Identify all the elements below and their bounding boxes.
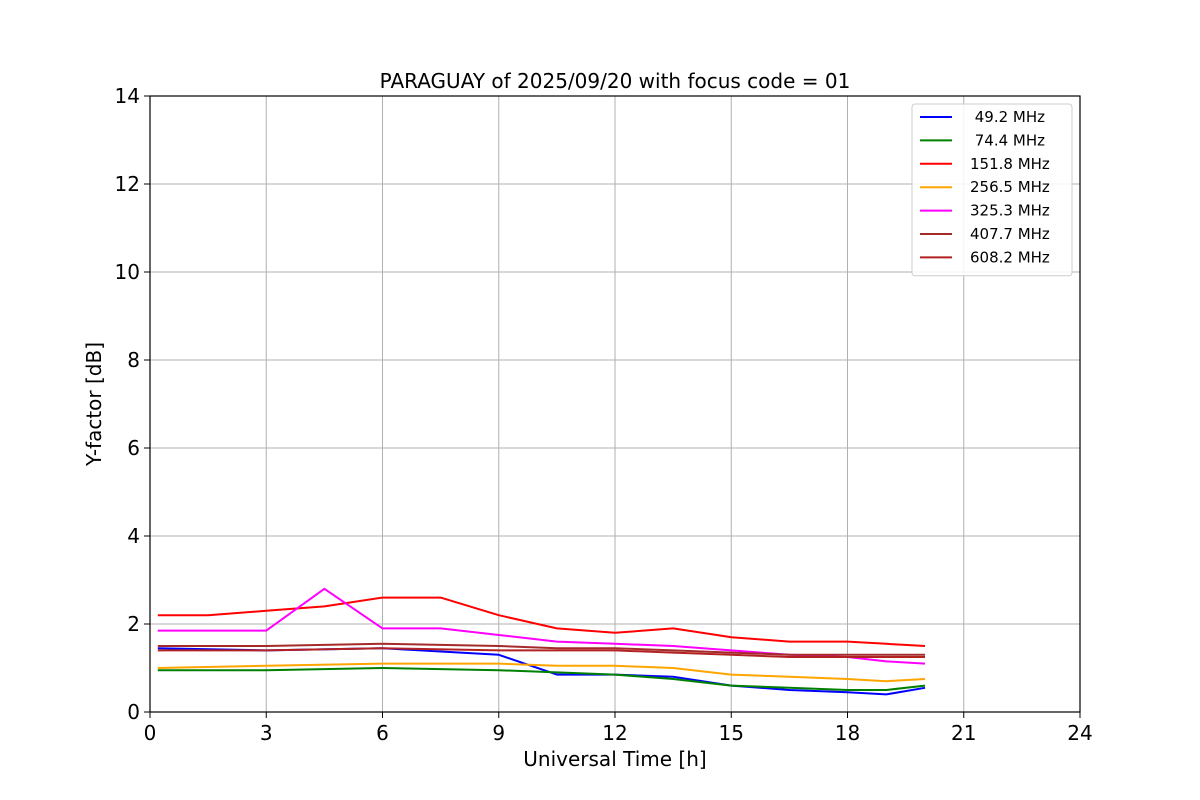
y-tick-label: 6 xyxy=(127,436,140,460)
legend-entry: 151.8 MHz xyxy=(970,155,1050,173)
x-tick-label: 12 xyxy=(602,721,627,745)
x-tick-label: 3 xyxy=(260,721,273,745)
legend-entry: 407.7 MHz xyxy=(970,225,1050,243)
legend-entry: 256.5 MHz xyxy=(970,178,1050,196)
y-tick-label: 0 xyxy=(127,700,140,724)
chart-title: PARAGUAY of 2025/09/20 with focus code =… xyxy=(380,69,851,93)
y-tick-label: 2 xyxy=(127,612,140,636)
series-line-3 xyxy=(157,596,926,647)
x-tick-label: 21 xyxy=(951,721,976,745)
series-group xyxy=(157,587,926,696)
series-line-6 xyxy=(157,642,925,656)
y-tick-label: 8 xyxy=(127,348,140,372)
legend-entry: 608.2 MHz xyxy=(970,248,1050,266)
x-tick-label: 9 xyxy=(492,721,505,745)
x-axis-label: Universal Time [h] xyxy=(523,747,706,771)
x-tick-label: 6 xyxy=(376,721,389,745)
legend-entry: 74.4 MHz xyxy=(970,131,1045,149)
y-axis-label: Y-factor [dB] xyxy=(82,342,106,467)
x-axis-ticks: 0 3 6 9 12 15 18 21 24 xyxy=(144,712,1093,745)
x-tick-label: 24 xyxy=(1067,721,1092,745)
y-tick-label: 10 xyxy=(115,260,140,284)
y-axis-ticks: 0 2 4 6 8 10 12 14 xyxy=(115,84,150,724)
x-tick-label: 0 xyxy=(144,721,157,745)
series-line-2 xyxy=(157,667,926,691)
y-tick-label: 4 xyxy=(127,524,140,548)
legend: 49.2 MHz 74.4 MHz 151.8 MHz 256.5 MHz 325.3… xyxy=(911,103,1073,277)
x-tick-label: 18 xyxy=(835,721,860,745)
x-tick-label: 15 xyxy=(719,721,744,745)
legend-entry: 325.3 MHz xyxy=(970,202,1050,220)
y-tick-label: 14 xyxy=(115,84,140,108)
y-tick-label: 12 xyxy=(115,172,140,196)
legend-entry: 49.2 MHz xyxy=(970,108,1045,126)
legend-box xyxy=(911,103,1073,277)
series-line-4 xyxy=(157,662,926,683)
series-line-7 xyxy=(157,647,925,658)
